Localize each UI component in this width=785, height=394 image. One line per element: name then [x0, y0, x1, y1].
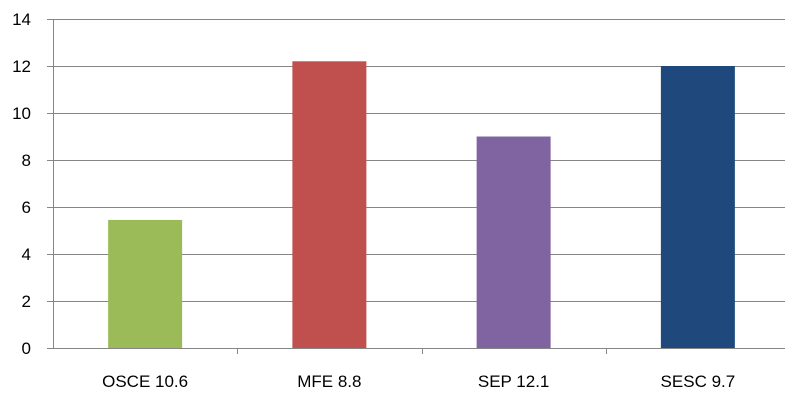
y-tick-label-6: 6 — [22, 198, 31, 217]
x-tick-label-sesc: SESC 9.7 — [661, 372, 736, 391]
bar-osce — [108, 219, 183, 348]
y-tick-label-8: 8 — [22, 151, 31, 170]
x-tick-label-mfe: MFE 8.8 — [297, 372, 361, 391]
y-tick-label-10: 10 — [12, 104, 31, 123]
bar-sep — [476, 136, 551, 348]
bars — [108, 61, 735, 349]
y-tick-label-2: 2 — [22, 292, 31, 311]
x-tick-label-sep: SEP 12.1 — [478, 372, 550, 391]
axes — [47, 19, 785, 354]
bar-sesc — [660, 66, 735, 348]
y-tick-label-12: 12 — [12, 57, 31, 76]
tick-labels: 0 2 4 6 8 10 12 14 OSCE 10.6 MFE 8.8 SEP 12.1 SESC … — [12, 10, 735, 391]
x-tick-label-osce: OSCE 10.6 — [102, 372, 188, 391]
y-tick-label-0: 0 — [22, 339, 31, 358]
y-tick-label-14: 14 — [12, 10, 31, 29]
bar-mfe — [292, 61, 367, 349]
y-tick-label-4: 4 — [22, 245, 31, 264]
